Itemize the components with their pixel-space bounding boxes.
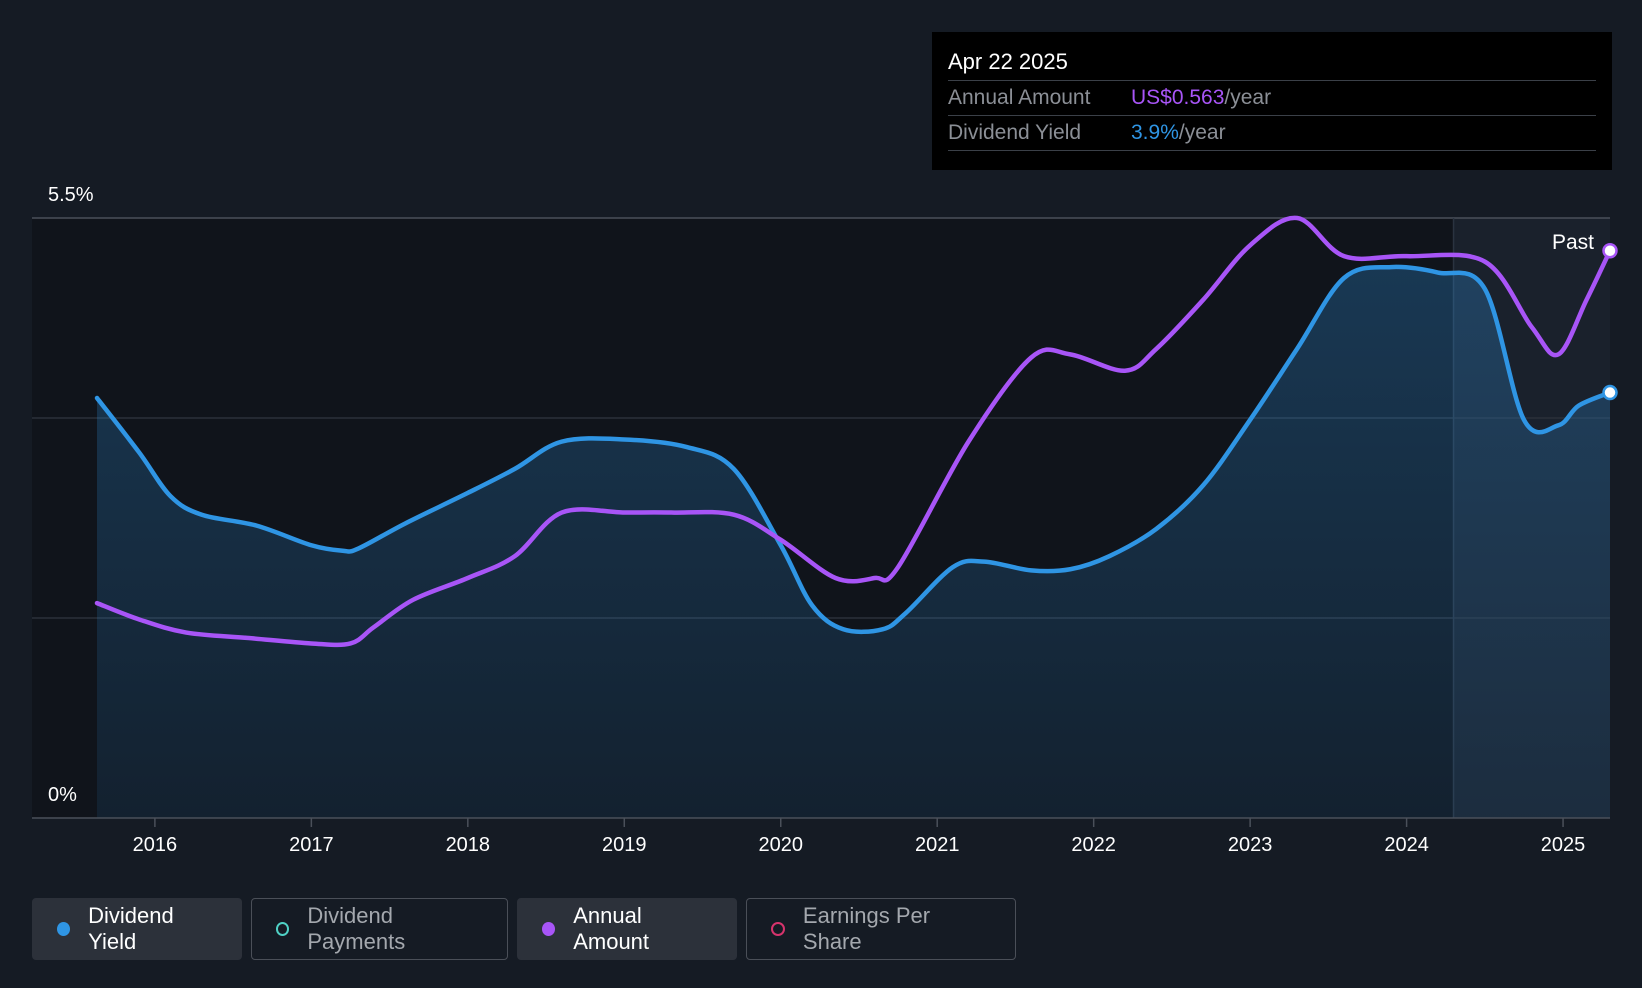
legend-earnings-per-share[interactable]: Earnings Per Share bbox=[746, 898, 1016, 960]
hollow-circle-icon bbox=[771, 922, 785, 936]
x-tick-label: 2019 bbox=[602, 834, 647, 856]
x-axis: 2016 2017 2018 2019 2020 2021 2022 2023 2024 2025 bbox=[32, 817, 1610, 856]
tooltip-value: US$0.563 bbox=[1131, 86, 1225, 109]
x-tick-label: 2024 bbox=[1384, 834, 1429, 856]
series-end-markers bbox=[1602, 242, 1618, 401]
x-tick-label: 2018 bbox=[446, 834, 491, 856]
x-tick-label: 2021 bbox=[915, 834, 960, 856]
x-tick-label: 2017 bbox=[289, 834, 334, 856]
tooltip-row-annual-amount: Annual Amount US$0.563 /year bbox=[948, 80, 1596, 115]
legend-dividend-payments[interactable]: Dividend Payments bbox=[251, 898, 508, 960]
dividend-yield-area bbox=[97, 266, 1610, 819]
annual-amount-end-marker bbox=[1602, 242, 1618, 259]
y-axis-bottom-label: 0% bbox=[48, 784, 77, 806]
y-axis-top-label: 5.5% bbox=[48, 184, 94, 206]
x-tick-label: 2020 bbox=[758, 834, 803, 856]
dividend-yield-end-marker bbox=[1602, 384, 1618, 401]
tooltip-unit: /year bbox=[1224, 86, 1272, 109]
legend-label: Dividend Yield bbox=[88, 903, 174, 954]
x-tick-label: 2016 bbox=[133, 834, 178, 856]
series-lines bbox=[94, 215, 1613, 648]
legend-dividend-yield[interactable]: Dividend Yield bbox=[32, 898, 242, 960]
annual-amount-line bbox=[94, 215, 1613, 648]
x-tick-label: 2025 bbox=[1541, 834, 1586, 856]
legend: Dividend Yield Dividend Payments Annual … bbox=[32, 898, 1016, 960]
tooltip-date: Apr 22 2025 bbox=[948, 49, 1068, 74]
series-areas bbox=[97, 266, 1610, 819]
x-tick-label: 2023 bbox=[1228, 834, 1273, 856]
tooltip-value: 3.9% bbox=[1131, 121, 1179, 144]
x-tick-label: 2022 bbox=[1071, 834, 1116, 856]
legend-label: Dividend Payments bbox=[307, 903, 406, 954]
tooltip-panel: Apr 22 2025 Annual Amount US$0.563 /year… bbox=[932, 32, 1612, 170]
filled-circle-icon bbox=[57, 922, 71, 936]
tooltip-unit: /year bbox=[1178, 121, 1226, 144]
filled-circle-icon bbox=[542, 922, 556, 936]
hollow-circle-icon bbox=[276, 922, 290, 936]
dividend-yield-line bbox=[94, 264, 1613, 635]
past-label: Past bbox=[1552, 231, 1594, 254]
legend-label: Annual Amount bbox=[573, 903, 650, 954]
tooltip-row-dividend-yield: Dividend Yield 3.9% /year bbox=[948, 115, 1596, 151]
tooltip-label: Annual Amount bbox=[948, 86, 1091, 109]
tooltip-label: Dividend Yield bbox=[948, 121, 1082, 144]
legend-label: Earnings Per Share bbox=[802, 903, 931, 954]
legend-annual-amount[interactable]: Annual Amount bbox=[517, 898, 737, 960]
